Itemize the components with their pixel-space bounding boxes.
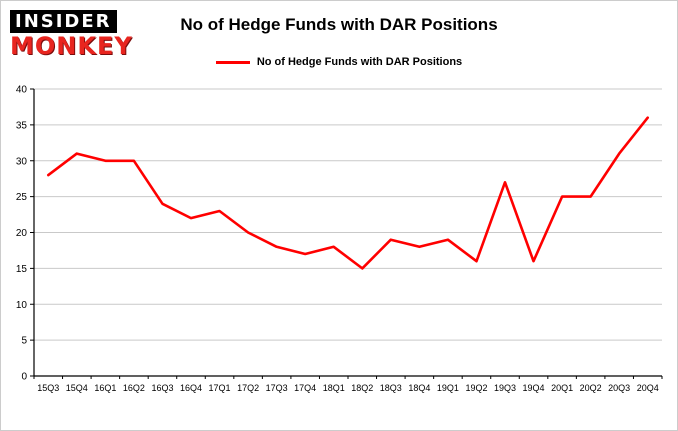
y-tick-label: 0: [21, 372, 27, 383]
x-tick-label: 20Q1: [551, 383, 573, 393]
x-tick-label: 15Q4: [66, 383, 88, 393]
y-tick-label: 10: [16, 300, 28, 311]
x-tick-label: 18Q1: [323, 383, 345, 393]
logo-monkey-text: MONKEY: [10, 32, 133, 60]
x-tick-label: 16Q2: [123, 383, 145, 393]
y-tick-label: 15: [16, 264, 28, 275]
x-tick-label: 18Q2: [351, 383, 373, 393]
y-tick-label: 5: [21, 336, 27, 347]
logo-insider-text: INSIDER: [10, 10, 117, 33]
legend-line-swatch: [215, 60, 250, 64]
x-tick-label: 19Q4: [523, 383, 545, 393]
x-tick-label: 20Q3: [608, 383, 630, 393]
x-tick-label: 17Q1: [209, 383, 231, 393]
x-tick-label: 15Q3: [37, 383, 59, 393]
x-tick-label: 19Q2: [465, 383, 487, 393]
y-tick-label: 20: [16, 228, 28, 239]
x-tick-label: 16Q4: [180, 383, 202, 393]
y-tick-label: 25: [16, 192, 28, 203]
x-tick-label: 20Q4: [637, 383, 659, 393]
x-tick-label: 17Q3: [266, 383, 288, 393]
x-tick-label: 16Q1: [94, 383, 116, 393]
chart-title: No of Hedge Funds with DAR Positions: [180, 15, 498, 34]
y-tick-label: 30: [16, 156, 28, 167]
y-tick-label: 40: [16, 85, 28, 96]
legend-label: No of Hedge Funds with DAR Positions: [256, 56, 463, 68]
insider-monkey-logo: INSIDER MONKEY: [10, 10, 133, 60]
x-tick-label: 19Q1: [437, 383, 459, 393]
x-tick-label: 16Q3: [151, 383, 173, 393]
chart-legend: No of Hedge Funds with DAR Positions: [1, 56, 677, 68]
x-tick-label: 17Q4: [294, 383, 316, 393]
y-tick-label: 35: [16, 120, 28, 131]
series-line: [46, 116, 650, 270]
x-tick-label: 17Q2: [237, 383, 259, 393]
x-tick-label: 18Q3: [380, 383, 402, 393]
x-tick-label: 19Q3: [494, 383, 516, 393]
x-tick-label: 18Q4: [408, 383, 430, 393]
x-tick-label: 20Q2: [580, 383, 602, 393]
